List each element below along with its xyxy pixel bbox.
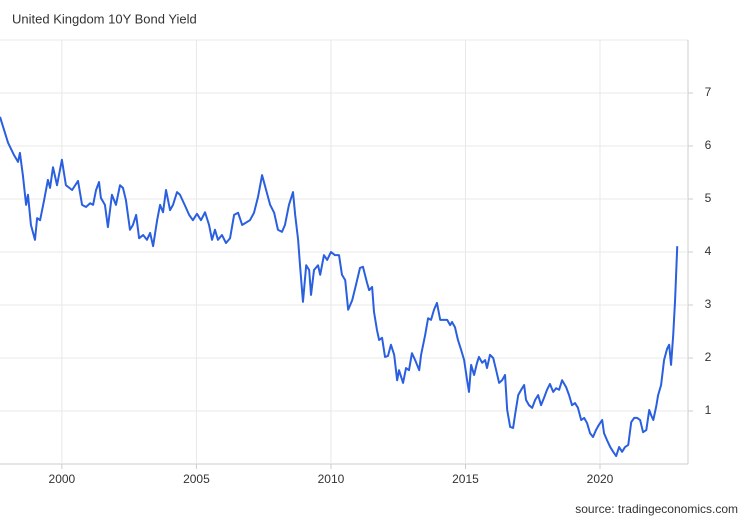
y-tick-label: 2 <box>705 350 712 364</box>
x-tick-label: 2000 <box>49 472 76 486</box>
source-note: source: tradingeconomics.com <box>575 502 738 516</box>
chart-title: United Kingdom 10Y Bond Yield <box>12 11 197 26</box>
y-tick-label: 7 <box>705 85 712 99</box>
x-tick-label: 2010 <box>318 472 345 486</box>
y-tick-label: 1 <box>705 403 712 417</box>
data-line <box>0 116 679 458</box>
x-tick-label: 2005 <box>183 472 210 486</box>
y-tick-label: 3 <box>705 297 712 311</box>
y-tick-label: 5 <box>705 191 712 205</box>
x-tick-label: 2015 <box>452 472 479 486</box>
y-tick-label: 6 <box>705 138 712 152</box>
y-tick-label: 4 <box>705 244 712 258</box>
x-tick-label: 2020 <box>587 472 614 486</box>
